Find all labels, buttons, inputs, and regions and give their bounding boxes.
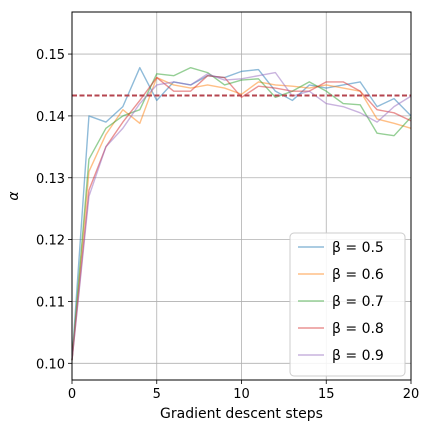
ticks: 0 5 10 15 20 0.10 0.11 0.12 0.13 0.14 0.15 (36, 48, 419, 402)
y-tick-label: 0.10 (36, 357, 65, 372)
series-lines (71, 66, 412, 361)
legend-label: β = 0.9 (332, 348, 384, 364)
y-tick-label: 0.11 (36, 295, 65, 310)
x-axis-label: Gradient descent steps (160, 406, 323, 422)
legend-label: β = 0.5 (332, 240, 384, 256)
x-tick-label: 15 (318, 387, 335, 402)
legend: β = 0.5 β = 0.6 β = 0.7 β = 0.8 β = 0.9 (289, 232, 406, 377)
x-tick-label: 0 (68, 387, 76, 402)
y-tick-label: 0.15 (36, 48, 65, 63)
legend-label: β = 0.7 (332, 294, 384, 310)
legend-label: β = 0.8 (332, 321, 384, 337)
series-line-1 (71, 66, 412, 361)
legend-label: β = 0.6 (332, 267, 384, 283)
y-tick-label: 0.13 (36, 172, 65, 187)
y-axis-label: α (6, 191, 22, 201)
series-line-5 (71, 71, 412, 361)
series-line-4 (71, 74, 412, 361)
x-tick-label: 10 (233, 387, 250, 402)
x-tick-label: 5 (153, 387, 161, 402)
y-tick-label: 0.14 (36, 110, 65, 125)
y-tick-label: 0.12 (36, 234, 65, 249)
x-tick-label: 20 (403, 387, 420, 402)
legend-box (289, 232, 406, 377)
